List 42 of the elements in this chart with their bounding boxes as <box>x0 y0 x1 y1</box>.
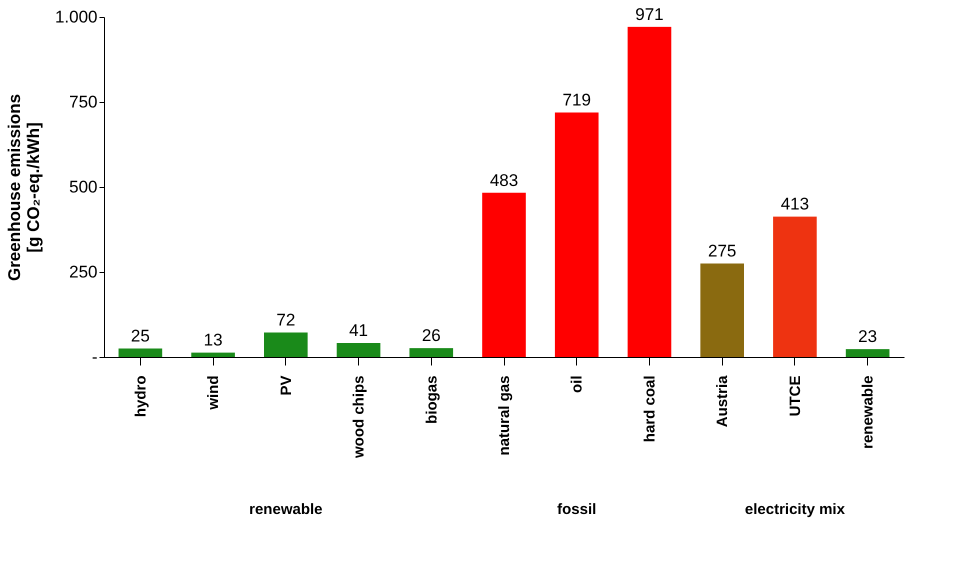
data-label: 25 <box>130 326 150 346</box>
y-tick-label: 750 <box>69 92 98 112</box>
bar <box>264 332 308 357</box>
x-tick-label: PV <box>278 376 295 396</box>
bar <box>409 348 454 357</box>
y-tick-label: 500 <box>69 178 98 196</box>
bar <box>773 216 817 357</box>
data-label: 275 <box>708 242 736 260</box>
x-tick-label: oil <box>568 376 586 393</box>
x-tick-label: renewable <box>860 376 877 449</box>
x-tick-label: hydro <box>132 376 150 418</box>
data-label: 26 <box>422 326 441 346</box>
x-tick-label: Austria <box>714 374 732 428</box>
x-tick-label: UTCE <box>786 376 804 416</box>
bar <box>482 192 526 357</box>
data-label: 971 <box>635 4 664 24</box>
data-label: 72 <box>276 310 296 330</box>
bar <box>191 352 235 357</box>
x-tick-label: wood chips <box>350 376 368 459</box>
data-label: 413 <box>780 194 810 214</box>
x-tick-label: biogas <box>423 376 440 424</box>
data-label: 41 <box>349 321 368 340</box>
bar <box>336 343 380 357</box>
text: electricity mix <box>744 501 846 518</box>
data-label: 483 <box>490 170 518 190</box>
y-tick-label: - <box>92 348 98 366</box>
bar <box>628 26 672 357</box>
data-label: 23 <box>858 327 878 346</box>
x-tick-label: natural gas <box>496 376 513 456</box>
x-tick-label: wind <box>205 376 222 411</box>
text: fossil <box>557 501 596 518</box>
bar <box>700 264 744 357</box>
bar <box>846 349 890 357</box>
y-tick-label: 1.000 <box>54 8 98 26</box>
x-tick-label: hard coal <box>641 376 658 442</box>
y-tick-label: 250 <box>69 262 98 282</box>
bar <box>118 348 162 357</box>
data-label: 719 <box>562 90 591 110</box>
text: renewable <box>249 501 323 518</box>
data-label: 13 <box>204 330 223 350</box>
y-axis-title: Greenhouse emissions [g CO₂-eq./kWh] <box>4 94 43 282</box>
bar <box>554 112 599 357</box>
